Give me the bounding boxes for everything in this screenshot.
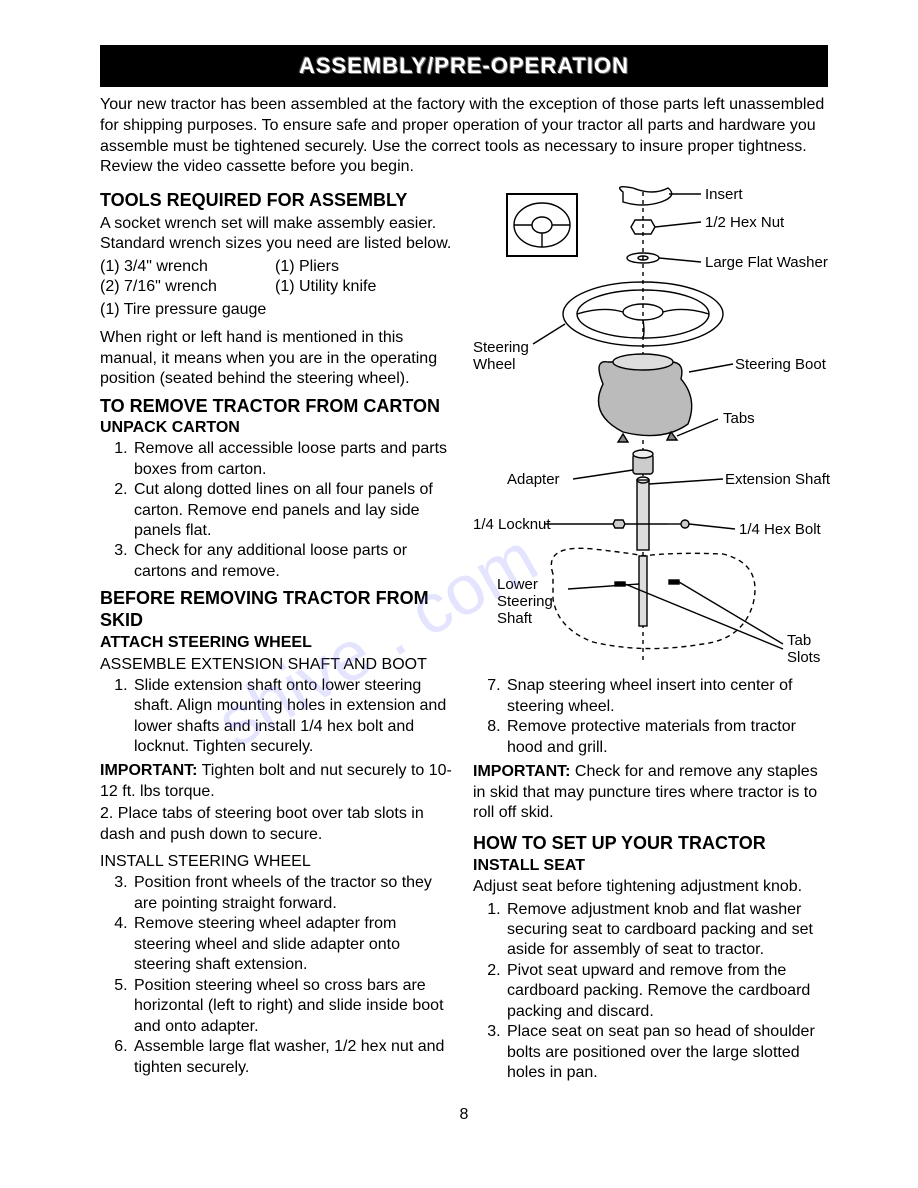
label-tabs: Tabs xyxy=(723,410,755,427)
manual-page: ASSEMBLY/PRE-OPERATION Your new tractor … xyxy=(0,0,918,1154)
assemble-ext-caps: ASSEMBLE EXTENSION SHAFT AND BOOT xyxy=(100,656,455,674)
seat-intro: Adjust seat before tightening adjustment… xyxy=(473,877,828,897)
list-item: Cut along dotted lines on all four panel… xyxy=(132,480,455,541)
continue-list: Snap steering wheel insert into center o… xyxy=(473,676,828,758)
list-item: Remove steering wheel adapter from steer… xyxy=(132,914,455,975)
tool-item: (2) 7/16" wrench xyxy=(100,277,275,297)
tools-intro: A socket wrench set will make assembly e… xyxy=(100,214,455,255)
asm-step-2: 2. Place tabs of steering boot over tab … xyxy=(100,804,455,845)
tool-item: (1) Pliers xyxy=(275,257,339,277)
tools-heading: TOOLS REQUIRED FOR ASSEMBLY xyxy=(100,190,455,212)
label-lower-shaft: Lower Steering Shaft xyxy=(497,576,553,627)
two-column-layout: TOOLS REQUIRED FOR ASSEMBLY A socket wre… xyxy=(100,184,828,1088)
list-item: Check for any additional loose parts or … xyxy=(132,541,455,582)
install-wheel-list: Position front wheels of the tractor so … xyxy=(100,873,455,1078)
right-column: Insert 1/2 Hex Nut Large Flat Washer Ste… xyxy=(473,184,828,1088)
hand-note: When right or left hand is mentioned in … xyxy=(100,328,455,389)
unpack-list: Remove all accessible loose parts and pa… xyxy=(100,439,455,582)
section-header: ASSEMBLY/PRE-OPERATION xyxy=(100,45,828,87)
label-hexbolt: 1/4 Hex Bolt xyxy=(739,521,821,538)
list-item: Assemble large flat washer, 1/2 hex nut … xyxy=(132,1037,455,1078)
assemble-list: Slide extension shaft onto lower steerin… xyxy=(100,676,455,758)
list-item: Remove adjustment knob and flat washer s… xyxy=(505,900,828,961)
intro-paragraph: Your new tractor has been assembled at t… xyxy=(100,95,828,178)
important-label: IMPORTANT: xyxy=(100,762,197,779)
important-note-1: IMPORTANT: Tighten bolt and nut securely… xyxy=(100,761,455,802)
list-item: Position steering wheel so cross bars ar… xyxy=(132,976,455,1037)
label-locknut: 1/4 Locknut xyxy=(473,516,551,533)
seat-list: Remove adjustment knob and flat washer s… xyxy=(473,900,828,1084)
tool-item: (1) Utility knife xyxy=(275,277,376,297)
label-steering-wheel: Steering Wheel xyxy=(473,339,529,373)
list-item: Remove all accessible loose parts and pa… xyxy=(132,439,455,480)
remove-carton-heading: TO REMOVE TRACTOR FROM CARTON xyxy=(100,396,455,418)
important-label: IMPORTANT: xyxy=(473,763,570,780)
install-seat-sub: INSTALL SEAT xyxy=(473,857,828,875)
important-note-2: IMPORTANT: Check for and remove any stap… xyxy=(473,762,828,823)
attach-wheel-sub: ATTACH STEERING WHEEL xyxy=(100,634,455,652)
label-insert: Insert xyxy=(705,186,743,203)
label-steering-boot: Steering Boot xyxy=(735,356,826,373)
steering-assembly-diagram: Insert 1/2 Hex Nut Large Flat Washer Ste… xyxy=(473,184,828,674)
list-item: Slide extension shaft onto lower steerin… xyxy=(132,676,455,758)
label-adapter: Adapter xyxy=(507,471,560,488)
list-item: Position front wheels of the tractor so … xyxy=(132,873,455,914)
tool-item: (1) 3/4" wrench xyxy=(100,257,275,277)
label-hexnut: 1/2 Hex Nut xyxy=(705,214,784,231)
label-tab-slots: Tab Slots xyxy=(787,632,820,666)
list-item: Snap steering wheel insert into center o… xyxy=(505,676,828,717)
list-item: Pivot seat upward and remove from the ca… xyxy=(505,961,828,1022)
label-washer: Large Flat Washer xyxy=(705,254,828,271)
page-number: 8 xyxy=(100,1106,828,1124)
unpack-subheading: UNPACK CARTON xyxy=(100,419,455,437)
before-removing-heading: BEFORE REMOVING TRACTOR FROM SKID xyxy=(100,588,455,631)
label-ext-shaft: Extension Shaft xyxy=(725,471,830,488)
list-item: Place seat on seat pan so head of should… xyxy=(505,1022,828,1083)
install-wheel-caps: INSTALL STEERING WHEEL xyxy=(100,853,455,871)
list-item: Remove protective materials from tractor… xyxy=(505,717,828,758)
left-column: TOOLS REQUIRED FOR ASSEMBLY A socket wre… xyxy=(100,184,455,1088)
tool-row-2: (2) 7/16" wrench (1) Utility knife xyxy=(100,277,455,297)
tool-item: (1) Tire pressure gauge xyxy=(100,300,455,320)
setup-heading: HOW TO SET UP YOUR TRACTOR xyxy=(473,833,828,855)
tool-row-1: (1) 3/4" wrench (1) Pliers xyxy=(100,257,455,277)
